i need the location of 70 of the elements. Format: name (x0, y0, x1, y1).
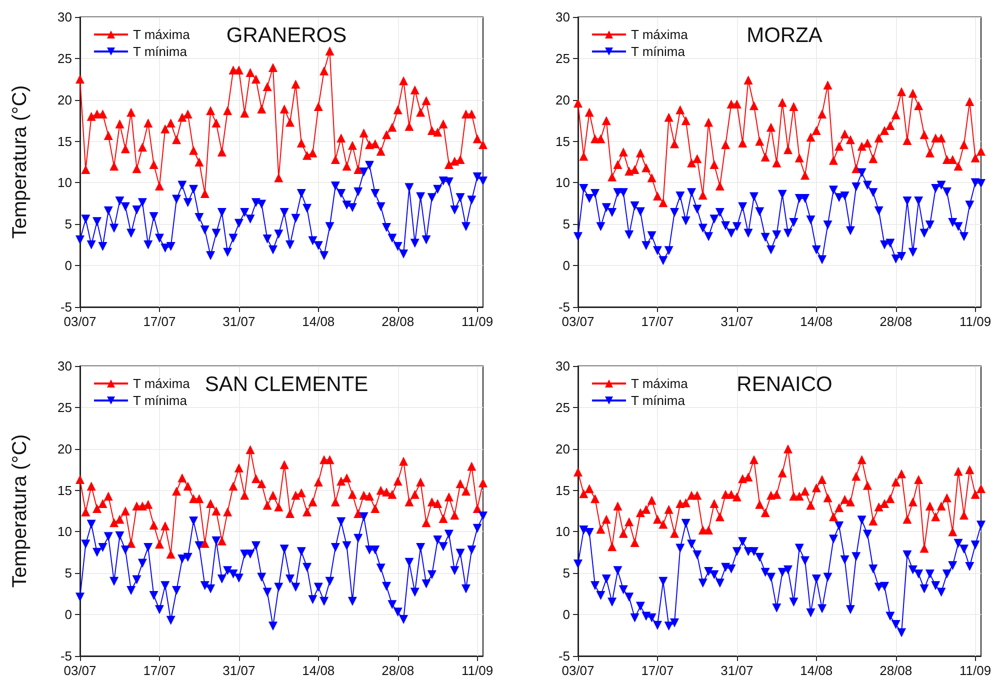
y-tick-label: 15 (58, 482, 72, 498)
y-tick-label: 30 (556, 10, 570, 24)
y-tick-label: 30 (556, 358, 570, 374)
x-tick-label: 11/09 (960, 663, 992, 678)
y-tick-label: 5 (64, 216, 72, 232)
y-tick-label: 15 (556, 134, 570, 149)
y-tick-label: 25 (556, 400, 570, 415)
y-axis-title: Temperatura (°C) (9, 434, 31, 588)
y-tick-label: 5 (562, 566, 570, 581)
y-tick-label: 0 (64, 258, 72, 274)
y-tick-label: 25 (556, 50, 570, 66)
x-tick-label: 28/08 (382, 663, 414, 678)
x-tick-label: 03/07 (562, 663, 594, 678)
x-tick-label: 31/07 (720, 314, 754, 329)
y-tick-label: -5 (558, 300, 570, 314)
chart-title: SAN CLEMENTE (204, 373, 368, 396)
y-tick-label: 0 (562, 258, 570, 274)
chart-title: GRANEROS (226, 24, 347, 47)
y-tick-label: -5 (60, 648, 72, 664)
x-tick-label: 14/08 (302, 663, 335, 678)
y-tick-label: 10 (58, 524, 72, 540)
y-tick-label: 10 (58, 175, 72, 190)
y-tick-label: 25 (58, 400, 72, 415)
y-tick-label: -5 (558, 648, 570, 664)
y-tick-label: 5 (64, 566, 72, 581)
x-tick-label: 14/08 (800, 314, 833, 329)
x-tick-label: 31/07 (720, 663, 754, 678)
x-tick-label: 17/07 (641, 663, 674, 678)
x-tick-label: 11/09 (960, 314, 992, 329)
y-tick-label: 20 (58, 92, 72, 108)
y-tick-label: 5 (562, 216, 570, 232)
y-tick-label: 20 (556, 92, 570, 108)
x-tick-label: 03/07 (64, 314, 96, 329)
y-tick-label: 0 (562, 607, 570, 622)
legend-label: T mínima (631, 393, 686, 408)
chart-title: MORZA (746, 24, 822, 47)
legend-label: T mínima (133, 393, 188, 408)
y-tick-label: 0 (64, 607, 72, 622)
legend-label: T máxima (133, 376, 191, 391)
y-tick-label: 15 (58, 134, 72, 149)
x-tick-label: 17/07 (143, 663, 176, 678)
x-tick-label: 31/07 (222, 314, 256, 329)
legend-label: T máxima (631, 376, 689, 391)
x-tick-label: 28/08 (382, 314, 414, 329)
chart-title: RENAICO (736, 373, 832, 396)
y-tick-label: 30 (58, 358, 72, 374)
y-tick-label: 20 (556, 441, 570, 456)
x-tick-label: 17/07 (143, 314, 176, 329)
y-tick-label: 20 (58, 441, 72, 456)
legend-label: T mínima (631, 44, 686, 59)
x-tick-label: 28/08 (880, 663, 912, 678)
x-tick-label: 03/07 (64, 663, 96, 678)
x-tick-label: 28/08 (880, 314, 912, 329)
legend-label: T máxima (133, 27, 191, 42)
x-tick-label: 03/07 (562, 314, 594, 329)
y-axis-title: Temperatura (°C) (9, 85, 31, 239)
y-tick-label: 15 (556, 482, 570, 498)
y-tick-label: 10 (556, 175, 570, 190)
y-tick-label: 10 (556, 524, 570, 540)
x-tick-label: 11/09 (462, 314, 494, 329)
y-tick-label: 30 (58, 10, 72, 24)
legend-label: T máxima (631, 27, 689, 42)
legend-label: T mínima (133, 44, 188, 59)
x-tick-label: 14/08 (302, 314, 335, 329)
x-tick-label: 17/07 (641, 314, 674, 329)
x-tick-label: 31/07 (222, 663, 256, 678)
x-tick-label: 11/09 (462, 663, 494, 678)
y-tick-label: 25 (58, 50, 72, 66)
x-tick-label: 14/08 (800, 663, 833, 678)
y-tick-label: -5 (60, 300, 72, 314)
